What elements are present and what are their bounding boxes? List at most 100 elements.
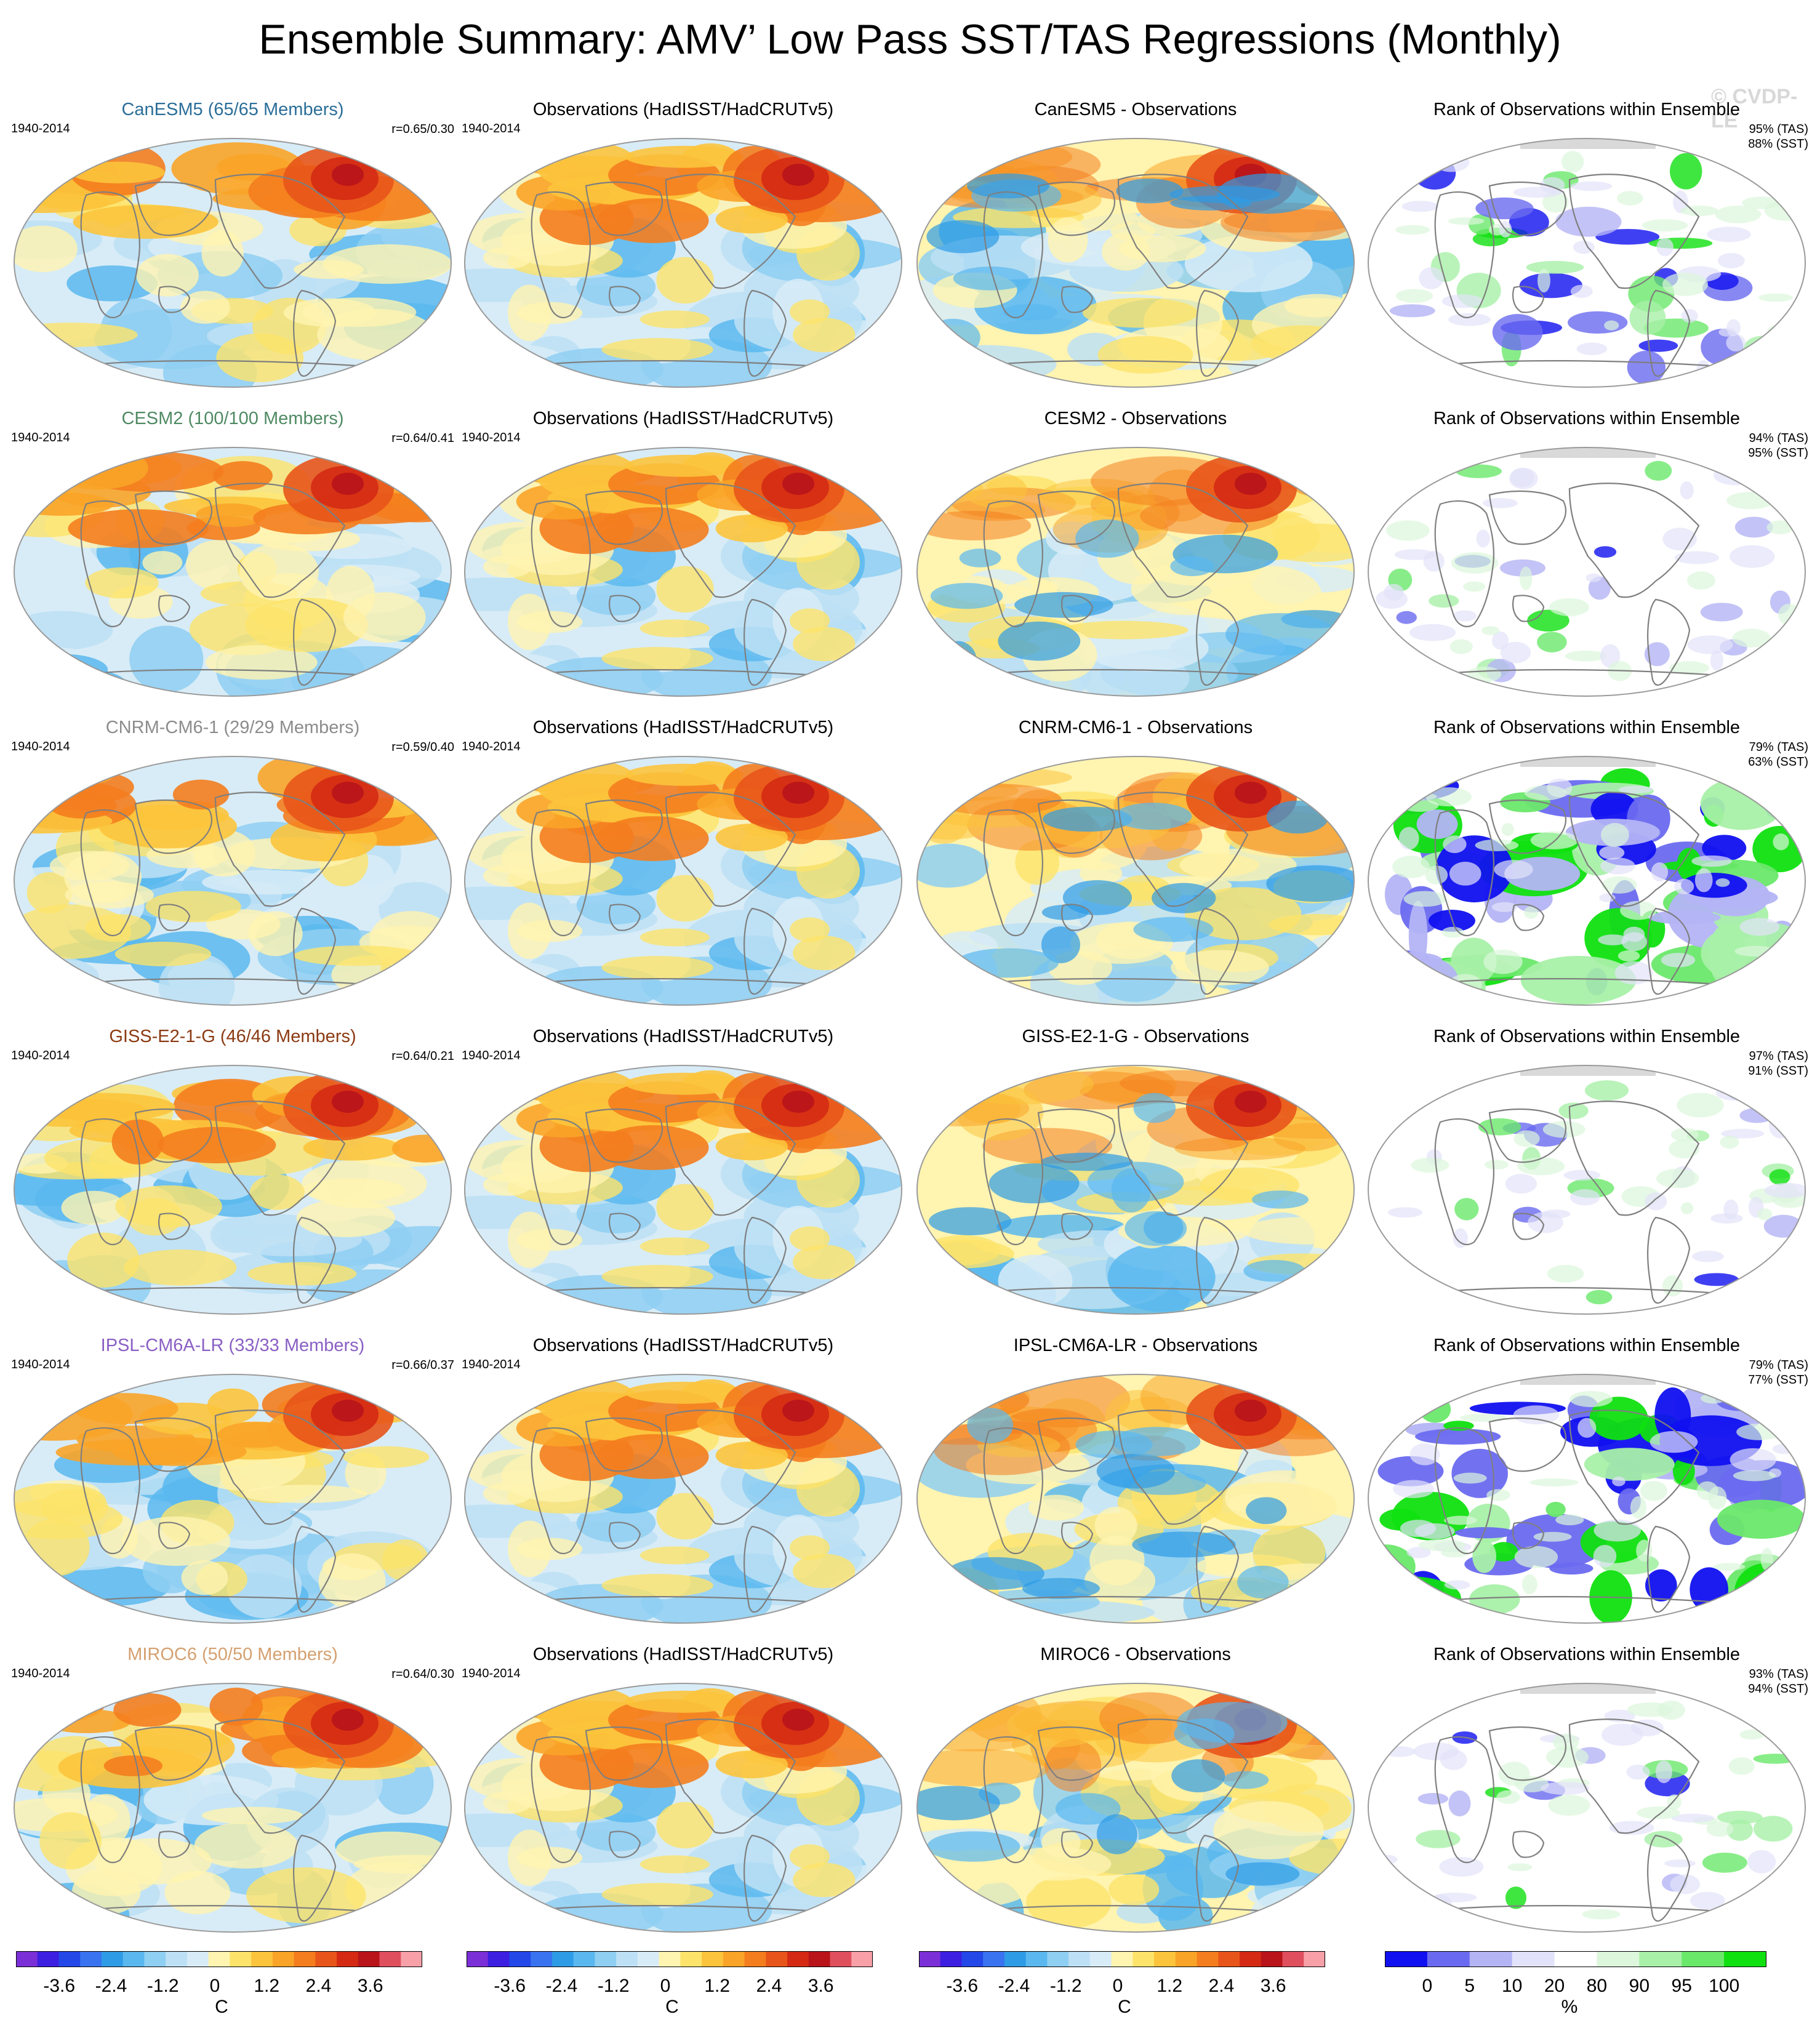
model-title: GISS-E2-1-G (46/46 Members) — [109, 1027, 356, 1046]
map-border — [1368, 1683, 1806, 1933]
rank-high-patch — [1672, 1457, 1695, 1485]
coastline — [134, 1108, 212, 1163]
coastline — [1434, 191, 1495, 318]
rank-high-patch — [1702, 1852, 1747, 1873]
rank-mid-patch — [1507, 1863, 1533, 1871]
rank-high-patch — [1726, 1819, 1753, 1841]
difference-title: GISS-E2-1-G - Observations — [1022, 1027, 1249, 1046]
field-patch-cool — [917, 1589, 997, 1623]
colorbar-swatch — [166, 1951, 188, 1967]
field-patch-cool — [816, 664, 890, 696]
rank-mid-patch — [1602, 876, 1637, 894]
field-patch-cool — [816, 1281, 890, 1314]
colorbar-swatch — [1089, 1951, 1112, 1967]
field-patch-neutral — [142, 551, 183, 575]
coastline — [1060, 1522, 1094, 1549]
field-patch-neutral — [656, 1184, 714, 1231]
colorbar-swatch — [251, 1951, 273, 1967]
field-patch-neutral — [201, 230, 244, 277]
field-patch-cool — [1107, 1243, 1216, 1312]
colorbar-tick-label: 95 — [1671, 1976, 1692, 1996]
coastline — [1434, 500, 1495, 627]
rank-mid-patch — [1451, 552, 1499, 574]
colorbar-swatch — [467, 1951, 489, 1967]
rank-mid-patch — [1713, 465, 1758, 486]
field-patch-neutral — [61, 1190, 126, 1225]
field-patch-bias — [928, 1207, 1012, 1235]
rank-mid-patch — [1411, 1157, 1449, 1173]
rank-map — [1368, 756, 1806, 1006]
rank-panel: Rank of Observations within Ensemble 97% … — [1365, 1025, 1808, 1321]
rank-mid-patch — [1433, 1892, 1477, 1903]
coastline — [665, 1718, 796, 1834]
coastline — [1568, 792, 1700, 907]
rank-mid-patch — [1747, 1850, 1776, 1874]
field-patch-neutral — [294, 945, 422, 966]
field-patch-bias — [1222, 1771, 1269, 1789]
period-label: 1940-2014 — [11, 1049, 70, 1062]
rank-high-patch — [1758, 1896, 1793, 1914]
rank-mid-patch — [1728, 1757, 1755, 1775]
field-patch-warm — [715, 1442, 788, 1470]
rank-high-patch — [1526, 260, 1584, 274]
field-patch-neutral — [517, 1538, 583, 1560]
rank-mid-patch — [1766, 520, 1794, 535]
field-patch-cool — [816, 1899, 890, 1932]
field-patch-bias — [1266, 800, 1329, 834]
field-patch-neutral — [601, 1265, 713, 1288]
field-patch-bias — [1133, 916, 1214, 942]
rank-panel: Rank of Observations within Ensemble 79% … — [1365, 716, 1808, 1012]
map-border — [464, 1065, 902, 1315]
observations-map — [464, 447, 902, 697]
field-patch-cool — [917, 1903, 979, 1927]
field-patch-bias — [1096, 1814, 1137, 1855]
field-patch-neutral — [14, 1498, 123, 1539]
colorbar-swatch — [208, 1951, 230, 1967]
coastline — [665, 1409, 796, 1525]
coastline — [1060, 1213, 1094, 1240]
rank-mid-patch — [1667, 1794, 1682, 1810]
rank-mid-patch — [1637, 1806, 1680, 1819]
rank-mid-patch — [1425, 865, 1448, 884]
colorbar-swatch — [1004, 1951, 1027, 1967]
field-patch-neutral — [639, 928, 710, 947]
coastline — [1117, 1409, 1249, 1525]
rank-mid-patch — [1398, 827, 1419, 850]
coastline — [134, 1417, 212, 1472]
coastline — [158, 286, 191, 313]
rank-mid-patch — [1443, 835, 1467, 853]
colorbar-swatch — [1175, 1951, 1198, 1967]
rank-mid-patch — [1662, 273, 1709, 296]
coastline — [608, 595, 641, 622]
coastline — [743, 598, 787, 686]
rank-mid-patch — [1658, 1700, 1685, 1720]
rank-high-patch — [1527, 609, 1569, 632]
field-patch-cool — [1142, 1856, 1204, 1921]
coastline — [292, 1834, 337, 1922]
difference-panel: MIROC6 - Observations — [914, 1643, 1357, 1939]
field-patch-cool — [14, 611, 113, 651]
field-patch-warm — [1007, 1703, 1107, 1747]
temperature-colorbar: -3.6 -2.4 -1.2 0 1.2 2.4 3.6 C — [919, 1951, 1326, 2031]
field-patch-bias — [1041, 1152, 1133, 1171]
coastline — [214, 1101, 346, 1216]
rank-mid-patch — [1585, 573, 1602, 582]
field-patch-neutral — [793, 318, 856, 353]
coastline — [158, 904, 191, 931]
coastline — [214, 174, 346, 289]
coastline — [1060, 595, 1094, 622]
coastline — [1646, 1834, 1691, 1922]
observations-title: Observations (HadISST/HadCRUTv5) — [532, 1645, 834, 1664]
coastline — [743, 1216, 787, 1304]
rank-mid-patch — [1441, 926, 1464, 938]
model-map — [14, 1683, 452, 1933]
colorbar-swatch — [961, 1951, 984, 1967]
rank-mid-patch — [1409, 624, 1456, 641]
rank-mid-patch — [1760, 1883, 1803, 1898]
rank-mid-patch — [1537, 268, 1550, 293]
rank-high-patch — [1520, 955, 1637, 1004]
rank-mid-patch — [1720, 1136, 1739, 1149]
field-patch-bias — [1114, 803, 1192, 830]
rank-mid-patch — [1726, 492, 1774, 510]
rank-mid-patch — [1570, 181, 1613, 191]
